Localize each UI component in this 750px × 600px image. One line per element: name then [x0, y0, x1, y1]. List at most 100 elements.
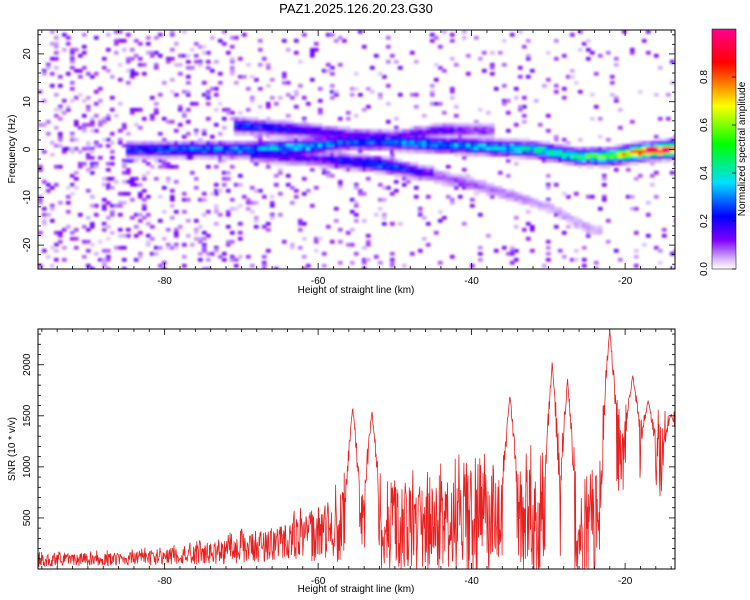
spectrogram-cell	[450, 96, 455, 100]
spectrogram-cell	[250, 210, 255, 214]
spectrogram-cell	[666, 93, 671, 97]
spectrogram-cell	[386, 102, 391, 106]
colorbar-label: Normalized spectral amplitude	[737, 81, 748, 216]
spectrogram-cell	[630, 51, 635, 55]
spectrogram-cell	[346, 111, 351, 115]
spectrogram-cell	[482, 69, 487, 73]
spectrogram-cell	[266, 84, 271, 88]
spectrogram-cell	[514, 225, 519, 229]
spectrogram-cell	[302, 177, 307, 181]
spectrogram-cell	[622, 162, 627, 166]
spectrogram-cell	[370, 147, 375, 151]
spectrogram-cell	[50, 207, 55, 211]
spectrogram-cell	[158, 219, 163, 223]
spectrogram-cell	[434, 78, 439, 82]
spectrogram-cell	[190, 171, 195, 175]
spectrogram-cell	[638, 174, 643, 178]
spectrogram-cell	[298, 222, 303, 226]
spectrogram-cell	[238, 237, 243, 241]
snr-y-tick-label: 2000	[22, 353, 33, 376]
spectrogram-cell	[442, 30, 447, 34]
spectrogram-cell	[170, 165, 175, 169]
spectrogram-cell	[582, 264, 587, 268]
spectrogram-cell	[162, 186, 167, 190]
spectrogram-cell	[158, 132, 163, 136]
spectrogram-x-tick-label: -80	[157, 276, 172, 287]
spectrogram-cell	[186, 120, 191, 124]
spectrogram-cell	[454, 153, 459, 157]
spectrogram-cell	[518, 108, 523, 112]
spectrogram-cell	[190, 156, 195, 160]
spectrogram-cell	[410, 150, 415, 154]
spectrogram-cell	[502, 153, 507, 157]
spectrogram-cell	[634, 177, 639, 181]
spectrogram-cell	[54, 144, 59, 148]
spectrogram-cell	[450, 33, 455, 37]
spectrogram-cell	[262, 195, 267, 199]
spectrogram-cell	[330, 84, 335, 88]
spectrogram-cell	[310, 54, 315, 58]
spectrogram-cell	[238, 255, 243, 259]
spectrogram-cell	[478, 189, 483, 193]
snr-x-tick-label: -20	[618, 576, 633, 587]
spectrogram-cell	[614, 57, 619, 61]
spectrogram-cell	[290, 186, 295, 190]
spectrogram-cell	[574, 258, 579, 262]
spectrogram-cell	[318, 237, 323, 241]
spectrogram-cell	[78, 69, 83, 73]
spectrogram-cell	[66, 42, 71, 46]
spectrogram-cell	[218, 81, 223, 85]
spectrogram-cell	[214, 210, 219, 214]
spectrogram-cell	[386, 147, 391, 151]
spectrogram-cell	[46, 66, 51, 70]
spectrogram-cell	[554, 159, 559, 163]
spectrogram-cell	[522, 96, 527, 100]
spectrogram-cell	[314, 42, 319, 46]
spectrogram-cell	[58, 138, 63, 142]
spectrogram-cell	[394, 180, 399, 184]
spectrogram-cell	[114, 42, 119, 46]
spectrogram-cell	[582, 162, 587, 166]
spectrogram-cell	[206, 258, 211, 262]
spectrogram-cell	[182, 210, 187, 214]
spectrogram-cell	[86, 264, 91, 268]
spectrogram-cell	[50, 141, 55, 145]
spectrogram-cell	[242, 75, 247, 79]
spectrogram-cell	[42, 249, 47, 253]
spectrogram-cell	[590, 117, 595, 121]
spectrogram-cell	[94, 213, 99, 217]
spectrogram-cell	[50, 42, 55, 46]
spectrogram-cell	[250, 201, 255, 205]
spectrogram-cell	[126, 33, 131, 37]
spectrogram-cell	[374, 255, 379, 259]
spectrogram-cell	[222, 126, 227, 130]
spectrogram-cell	[354, 114, 359, 118]
spectrogram-cell	[430, 84, 435, 88]
spectrogram-cell	[654, 159, 659, 163]
spectrogram-cell	[74, 237, 79, 241]
spectrogram-cell	[118, 39, 123, 43]
spectrogram-cell	[178, 225, 183, 229]
spectrogram-cell	[234, 183, 239, 187]
spectrogram-cell	[238, 183, 243, 187]
spectrogram-cell	[234, 156, 239, 160]
spectrogram-cell	[474, 153, 479, 157]
spectrogram-cell	[202, 45, 207, 49]
spectrogram-cell	[198, 258, 203, 262]
spectrogram-cell	[206, 156, 211, 160]
spectrogram-cell	[286, 114, 291, 118]
spectrogram-cell	[434, 180, 439, 184]
spectrogram-cell	[562, 162, 567, 166]
spectrogram-cell	[142, 72, 147, 76]
spectrogram-cell	[594, 231, 599, 235]
spectrogram-cell	[106, 33, 111, 37]
spectrogram-cell	[118, 192, 123, 196]
spectrogram-cell	[566, 162, 571, 166]
spectrogram-cell	[158, 264, 163, 268]
spectrogram-cell	[462, 168, 467, 172]
spectrogram-cell	[214, 183, 219, 187]
spectrogram-cell	[526, 237, 531, 241]
spectrogram-cell	[290, 201, 295, 205]
spectrogram-cell	[102, 66, 107, 70]
spectrogram-cell	[414, 105, 419, 109]
